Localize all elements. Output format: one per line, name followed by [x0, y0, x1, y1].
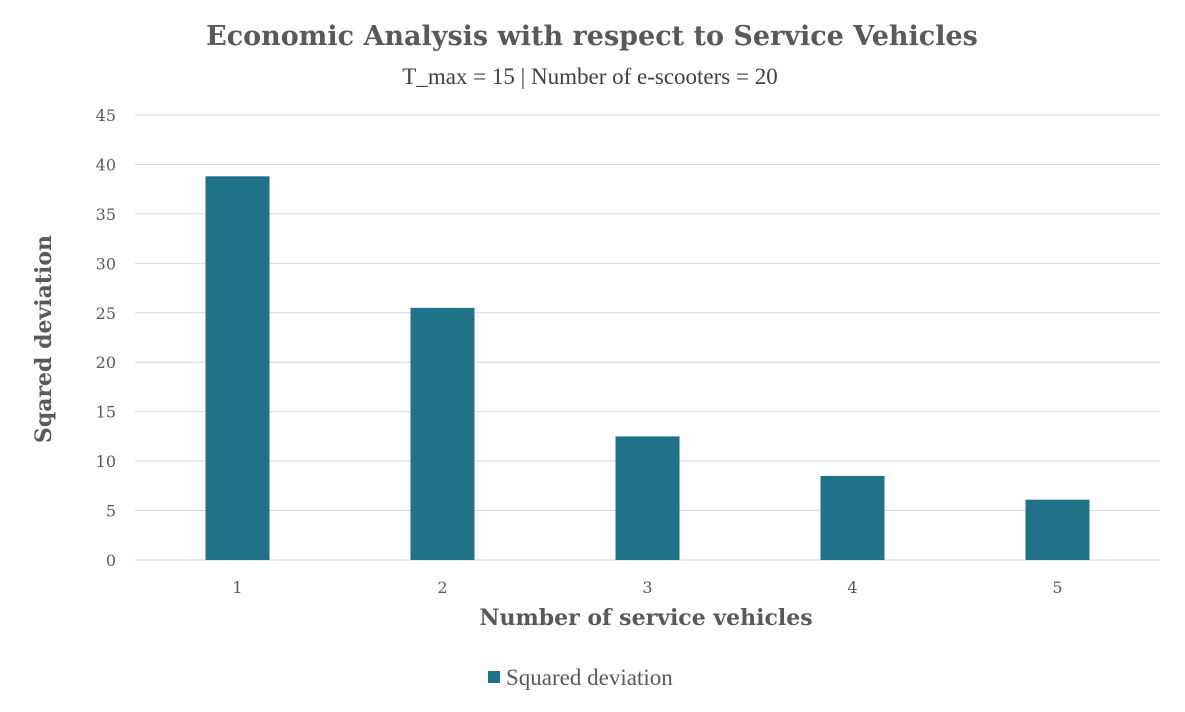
x-tick-label: 1	[232, 578, 242, 597]
y-tick-label: 30	[96, 254, 116, 273]
x-axis-tick-labels: 1 2 3 4 5	[232, 578, 1062, 597]
x-tick-label: 2	[437, 578, 447, 597]
x-tick-label: 5	[1052, 578, 1062, 597]
y-tick-label: 45	[96, 106, 116, 125]
legend-label: Squared deviation	[506, 665, 673, 690]
bar-1	[205, 176, 270, 561]
y-tick-label: 20	[96, 353, 116, 372]
gridlines	[135, 114, 1160, 561]
y-tick-label: 10	[96, 452, 116, 471]
y-axis-title: Sqared deviation	[31, 235, 57, 443]
y-tick-label: 5	[106, 502, 116, 521]
chart-subtitle: T_max = 15 | Number of e-scooters = 20	[402, 64, 777, 89]
x-axis-title: Number of service vehicles	[479, 605, 812, 631]
bar-5	[1025, 499, 1090, 560]
chart-title: Economic Analysis with respect to Servic…	[206, 21, 978, 52]
y-tick-label: 40	[96, 155, 116, 174]
bar-3	[615, 436, 680, 560]
bar-series	[205, 176, 1090, 561]
x-tick-label: 3	[642, 578, 652, 597]
bar-2	[410, 307, 475, 560]
legend-swatch	[488, 671, 500, 683]
x-tick-label: 4	[847, 578, 857, 597]
y-tick-label: 0	[106, 551, 116, 570]
y-tick-label: 25	[96, 304, 116, 323]
y-tick-label: 15	[96, 403, 116, 422]
legend: Squared deviation	[488, 665, 673, 690]
bar-4	[820, 475, 885, 560]
y-tick-label: 35	[96, 205, 116, 224]
y-axis-tick-labels: 0 5 10 15 20 25 30 35 40 45	[96, 106, 116, 570]
